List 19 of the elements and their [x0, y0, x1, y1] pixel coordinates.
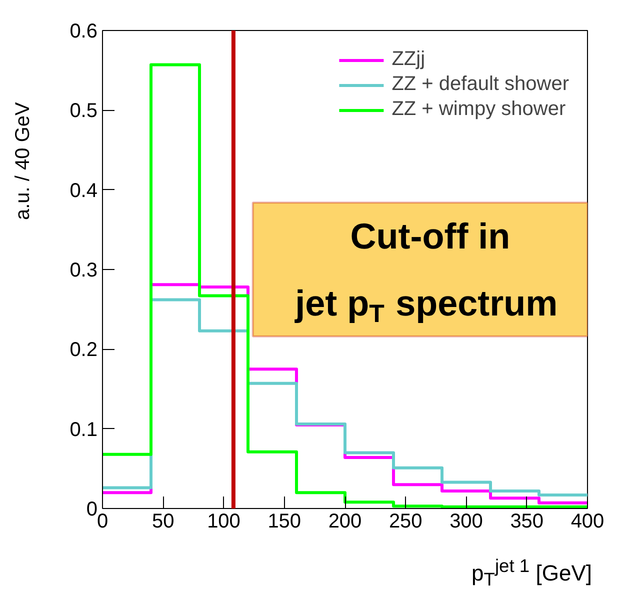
legend-label: ZZ + default shower [392, 73, 569, 96]
x-tick-label: 150 [268, 510, 302, 532]
x-tick-label: 200 [328, 510, 362, 532]
y-tick-label: 0.2 [70, 339, 98, 362]
x-tick-label: 50 [152, 510, 174, 532]
legend-label: ZZ + wimpy shower [392, 98, 566, 121]
x-tick-label: 250 [388, 510, 422, 532]
y-tick-label: 0.6 [70, 20, 98, 42]
x-tick-label: 350 [510, 510, 544, 532]
legend-label: ZZjj [392, 48, 426, 71]
x-tick-label: 100 [207, 510, 240, 532]
y-tick-label: 0.4 [70, 180, 98, 202]
x-axis-title: p$_{T}$$^{jet 1}$ [GeV] [470, 554, 592, 592]
y-tick-label: 0.5 [70, 100, 98, 122]
y-tick-label: 0.1 [70, 418, 98, 441]
y-tick-label: 0.3 [70, 260, 98, 282]
y-axis-title: a.u. / 40 GeV [11, 102, 35, 220]
x-tick-label: 400 [570, 510, 604, 532]
x-tick-label: 300 [450, 510, 483, 532]
